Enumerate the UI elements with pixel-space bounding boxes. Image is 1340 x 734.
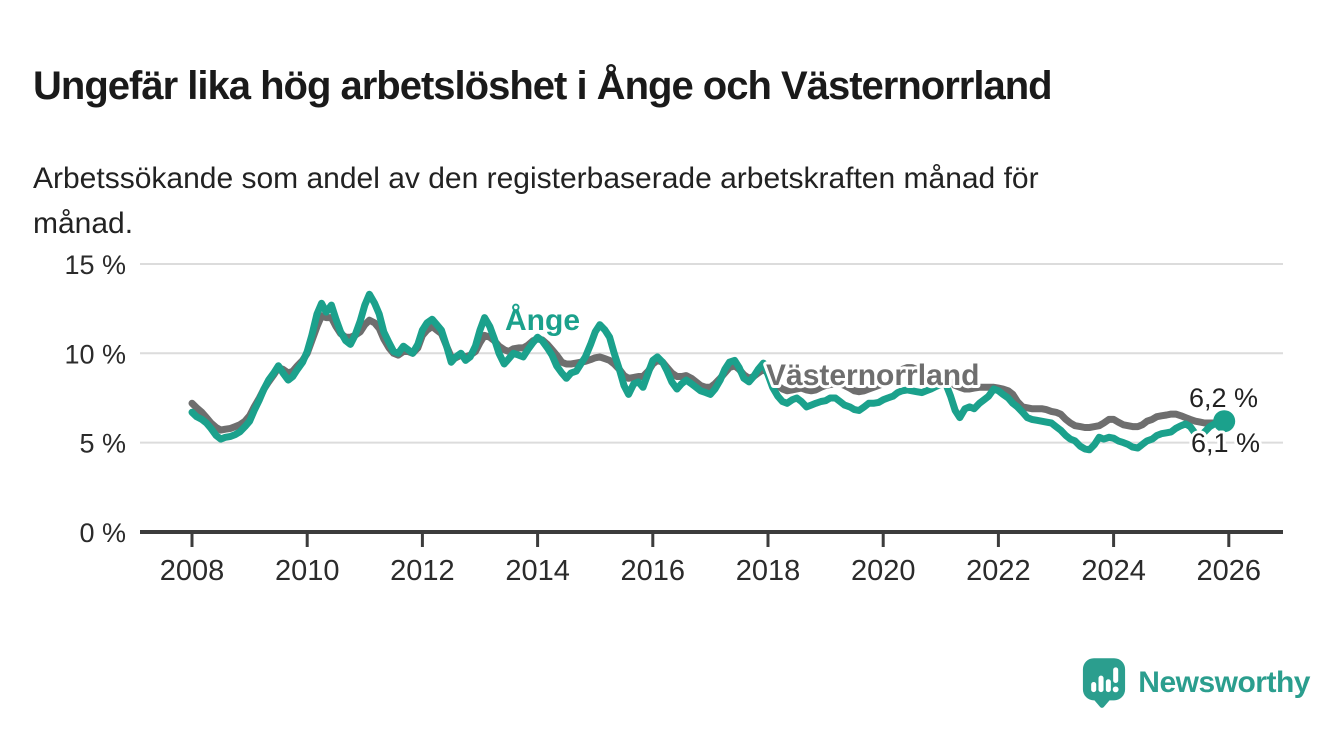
- x-axis-tick-label: 2022: [966, 555, 1031, 587]
- newsworthy-logo: Newsworthy: [1082, 657, 1310, 708]
- x-axis-tick-label: 2016: [621, 555, 686, 587]
- end-value-label: 6,1 %: [1191, 428, 1260, 458]
- series-line-ånge: [188, 290, 1228, 454]
- y-axis-tick-label: 5 %: [79, 429, 126, 459]
- end-value-label: 6,2 %: [1189, 383, 1258, 413]
- series-label: Ånge: [505, 304, 580, 337]
- series-label: Västernorrland: [766, 359, 979, 392]
- chart-headline: Ungefär lika hög arbetslöshet i Ånge och…: [33, 63, 1053, 108]
- x-axis-tick-label: 2024: [1081, 555, 1146, 587]
- series-end-dot: [1213, 410, 1236, 433]
- x-axis-tick-label: 2026: [1197, 555, 1262, 587]
- y-axis-tick-label: 10 %: [64, 339, 126, 369]
- newsworthy-logo-icon: [1082, 657, 1126, 708]
- x-axis-tick-label: 2008: [160, 555, 225, 587]
- subtitle-line: Arbetssökande som andel av den registerb…: [33, 162, 1039, 195]
- x-axis-tick-label: 2010: [275, 555, 340, 587]
- x-axis-tick-label: 2020: [851, 555, 916, 587]
- series-line-västernorrland: [188, 312, 1228, 434]
- y-axis-tick-label: 0 %: [79, 518, 126, 548]
- chart-subtitle: Arbetssökande som andel av den registerb…: [33, 156, 1313, 246]
- y-axis-tick-label: 15 %: [64, 250, 126, 280]
- x-axis-tick-label: 2012: [390, 555, 455, 587]
- newsworthy-brand-text: Newsworthy: [1138, 665, 1310, 699]
- x-axis-tick-label: 2014: [505, 555, 570, 587]
- subtitle-line: månad.: [33, 207, 134, 240]
- x-axis-tick-label: 2018: [736, 555, 801, 587]
